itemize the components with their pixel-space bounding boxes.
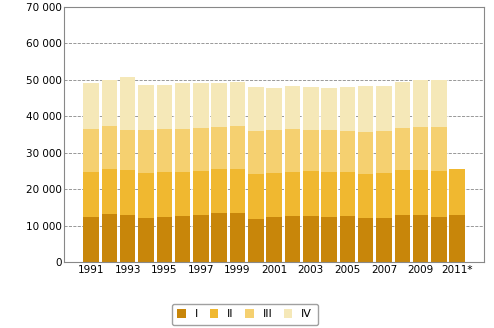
Bar: [285, 172, 300, 216]
Bar: [175, 172, 190, 216]
Bar: [376, 218, 392, 262]
Bar: [266, 131, 282, 173]
Bar: [230, 213, 246, 262]
Bar: [175, 83, 190, 129]
Bar: [303, 87, 319, 130]
Bar: [413, 170, 428, 215]
Bar: [175, 129, 190, 172]
Bar: [413, 80, 428, 127]
Bar: [303, 130, 319, 172]
Bar: [83, 217, 99, 262]
Bar: [120, 77, 135, 130]
Bar: [395, 170, 410, 215]
Bar: [358, 132, 373, 174]
Bar: [266, 88, 282, 131]
Bar: [157, 129, 172, 172]
Bar: [339, 172, 355, 216]
Bar: [230, 126, 246, 169]
Bar: [413, 215, 428, 262]
Bar: [285, 129, 300, 172]
Bar: [102, 214, 117, 262]
Bar: [138, 218, 154, 262]
Bar: [358, 218, 373, 262]
Bar: [248, 218, 264, 262]
Bar: [211, 127, 227, 169]
Bar: [413, 127, 428, 170]
Bar: [83, 83, 99, 129]
Bar: [120, 170, 135, 215]
Bar: [157, 85, 172, 129]
Bar: [358, 174, 373, 218]
Bar: [211, 169, 227, 213]
Bar: [431, 217, 447, 262]
Bar: [321, 217, 337, 262]
Bar: [175, 216, 190, 262]
Bar: [395, 215, 410, 262]
Bar: [138, 173, 154, 218]
Bar: [248, 174, 264, 218]
Bar: [211, 213, 227, 262]
Bar: [83, 172, 99, 217]
Bar: [431, 80, 447, 127]
Bar: [230, 82, 246, 126]
Bar: [102, 80, 117, 126]
Bar: [321, 172, 337, 217]
Bar: [248, 87, 264, 131]
Bar: [102, 169, 117, 214]
Bar: [285, 86, 300, 129]
Bar: [321, 88, 337, 131]
Bar: [450, 169, 465, 215]
Bar: [157, 172, 172, 217]
Bar: [120, 130, 135, 170]
Bar: [450, 215, 465, 262]
Bar: [193, 83, 209, 128]
Bar: [395, 82, 410, 128]
Legend: I, II, III, IV: I, II, III, IV: [172, 304, 318, 325]
Bar: [358, 86, 373, 132]
Bar: [138, 130, 154, 173]
Bar: [395, 128, 410, 170]
Bar: [193, 128, 209, 171]
Bar: [83, 129, 99, 172]
Bar: [120, 215, 135, 262]
Bar: [339, 131, 355, 172]
Bar: [138, 85, 154, 130]
Bar: [339, 216, 355, 262]
Bar: [376, 131, 392, 173]
Bar: [266, 173, 282, 217]
Bar: [193, 171, 209, 215]
Bar: [431, 171, 447, 217]
Bar: [376, 173, 392, 218]
Bar: [321, 131, 337, 172]
Bar: [211, 83, 227, 127]
Bar: [266, 217, 282, 262]
Bar: [102, 126, 117, 169]
Bar: [230, 169, 246, 213]
Bar: [431, 127, 447, 171]
Bar: [303, 216, 319, 262]
Bar: [376, 86, 392, 131]
Bar: [157, 217, 172, 262]
Bar: [285, 216, 300, 262]
Bar: [303, 172, 319, 216]
Bar: [339, 87, 355, 131]
Bar: [193, 215, 209, 262]
Bar: [248, 131, 264, 174]
